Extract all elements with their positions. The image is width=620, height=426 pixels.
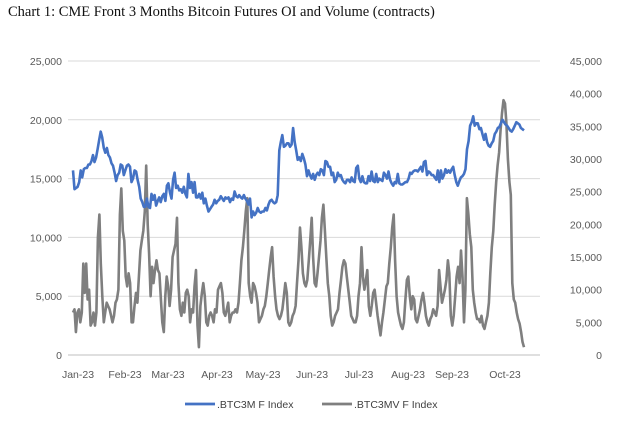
y-right-tick-label: 20,000 <box>570 219 602 231</box>
x-tick-label: Mar-23 <box>151 369 184 381</box>
y-left-tick-label: 5,000 <box>36 291 62 303</box>
y-left-tick-label: 0 <box>56 350 62 362</box>
x-tick-label: Jul-23 <box>345 369 374 381</box>
oi-series-line <box>71 115 525 219</box>
y-right-tick-label: 0 <box>596 350 602 362</box>
x-tick-label: Jan-23 <box>62 369 94 381</box>
y-right-tick-label: 15,000 <box>570 252 602 264</box>
legend-oi-label: .BTC3M F Index <box>217 399 294 411</box>
y-right-tick-label: 5,000 <box>576 317 602 329</box>
y-right-tick-label: 35,000 <box>570 121 602 133</box>
y-right-tick-label: 10,000 <box>570 285 602 297</box>
x-tick-label: Sep-23 <box>435 369 469 381</box>
x-tick-label: Apr-23 <box>201 369 233 381</box>
y-left-tick-label: 15,000 <box>30 174 62 186</box>
x-tick-label: Oct-23 <box>489 369 521 381</box>
x-tick-label: May-23 <box>245 369 280 381</box>
left-axis-ticks: 0 5,000 10,000 15,000 20,000 25,000 <box>30 56 62 362</box>
volume-series-line <box>71 98 526 349</box>
x-axis-ticks: Jan-23 Feb-23 Mar-23 Apr-23 May-23 Jun-23 Jul-… <box>62 369 521 381</box>
y-right-tick-label: 30,000 <box>570 154 602 166</box>
x-tick-label: Jun-23 <box>296 369 328 381</box>
legend: .BTC3M F Index .BTC3MV F Index <box>185 399 438 411</box>
y-right-tick-label: 45,000 <box>570 56 602 68</box>
y-left-tick-label: 20,000 <box>30 115 62 127</box>
y-right-tick-label: 40,000 <box>570 89 602 101</box>
y-right-tick-label: 25,000 <box>570 187 602 199</box>
chart-title: Chart 1: CME Front 3 Months Bitcoin Futu… <box>8 4 435 20</box>
y-left-tick-label: 10,000 <box>30 232 62 244</box>
right-axis-ticks: 0 5,000 10,000 15,000 20,000 25,000 30,000 35,0… <box>570 56 602 362</box>
legend-volume-label: .BTC3MV F Index <box>354 399 438 411</box>
y-left-tick-label: 25,000 <box>30 56 62 68</box>
x-tick-label: Aug-23 <box>391 369 425 381</box>
x-tick-label: Feb-23 <box>108 369 141 381</box>
